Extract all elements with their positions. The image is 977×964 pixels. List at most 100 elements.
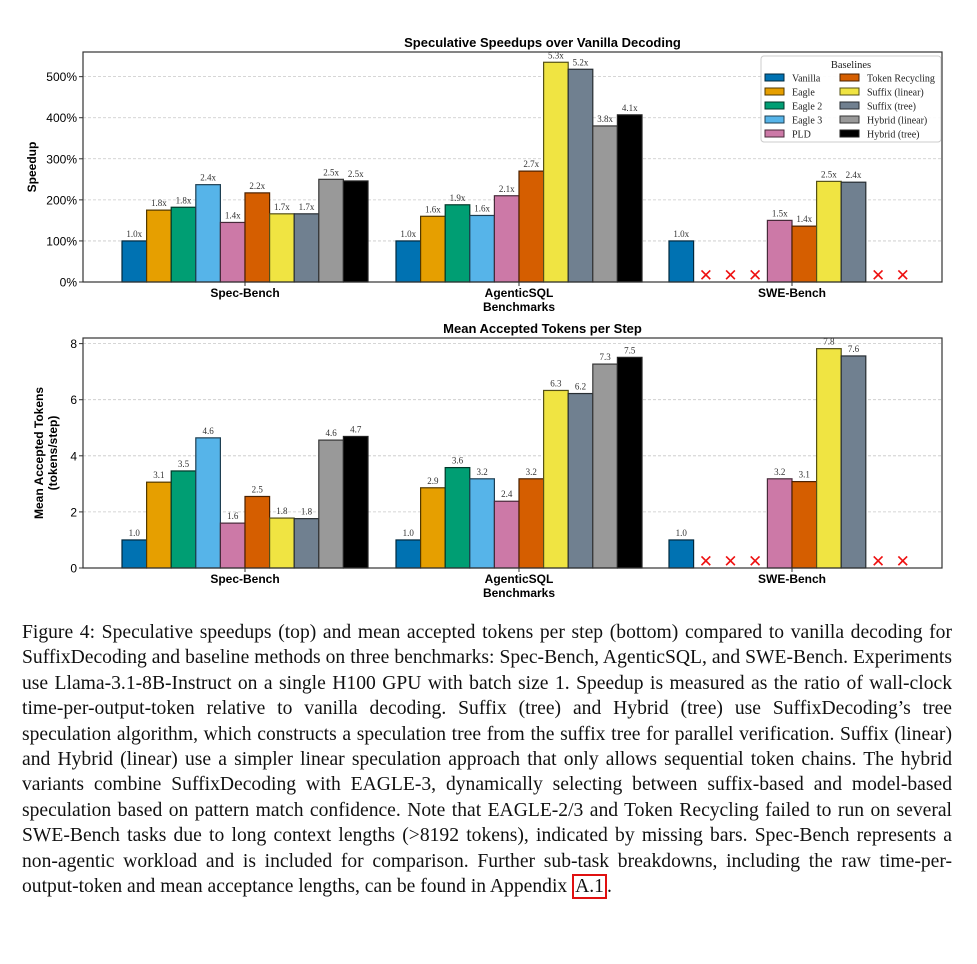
bar-value-label: 2.4	[501, 489, 513, 499]
legend-label: Eagle 3	[792, 116, 822, 127]
bar-suffix-linear-	[815, 180, 842, 283]
bar-value-label: 1.0x	[400, 229, 416, 239]
bar-token-recycling	[244, 192, 271, 283]
bar-eagle	[146, 481, 172, 569]
bar-value-label: 1.4x	[225, 210, 241, 220]
bar-suffix-tree-	[567, 392, 594, 569]
bar-vanilla	[121, 240, 148, 283]
chart-title: Mean Accepted Tokens per Step	[443, 321, 642, 336]
bar-suffix-tree-	[840, 181, 867, 283]
bar-eagle-2	[170, 206, 197, 283]
bar-value-label: 2.5x	[348, 169, 364, 179]
y-tick-label: 500%	[46, 70, 77, 84]
bar-value-label: 1.7x	[299, 202, 315, 212]
bar-value-label: 2.5x	[821, 169, 837, 179]
missing-bar-marker: ✕	[723, 266, 737, 286]
figure: Speculative Speedups over Vanilla Decodi…	[25, 35, 943, 600]
bar-value-label: 1.0	[129, 528, 141, 538]
legend-swatch	[764, 87, 785, 96]
speedup-chart: Speculative Speedups over Vanilla Decodi…	[25, 35, 943, 314]
bar-value-label: 1.6x	[425, 204, 441, 214]
y-tick-label: 100%	[46, 234, 77, 248]
missing-bar-marker: ✕	[723, 552, 737, 572]
bar-value-label: 3.8x	[597, 114, 613, 124]
missing-bar-marker: ✕	[871, 552, 885, 572]
bar-value-label: 3.2	[526, 467, 537, 477]
bar-vanilla	[668, 539, 695, 569]
bar-value-label: 6.2	[575, 382, 586, 392]
bar-value-label: 2.2x	[249, 181, 265, 191]
bar-suffix-tree-	[293, 213, 320, 283]
legend-label: Eagle	[792, 88, 815, 99]
legend-box	[760, 55, 942, 143]
legend-swatch	[764, 115, 785, 124]
bar-suffix-tree-	[567, 68, 594, 283]
bar-eagle-3	[469, 478, 495, 569]
bar-pld	[493, 195, 520, 283]
bar-value-label: 1.7x	[274, 202, 290, 212]
bar-eagle	[146, 209, 172, 283]
caption-text: Figure 4: Speculative speedups (top) and…	[22, 622, 952, 898]
bar-eagle-2	[444, 204, 471, 283]
bar-hybrid-tree-	[342, 435, 369, 569]
bar-value-label: 2.9	[427, 476, 439, 486]
bar-token-recycling	[518, 478, 545, 569]
bar-value-label: 2.7x	[523, 159, 539, 169]
bar-hybrid-linear-	[592, 125, 618, 283]
accepted-tokens-chart: Mean Accepted Tokens per Step 0 2 4 6 8 Mean A…	[32, 321, 943, 600]
bar-pld	[219, 221, 246, 283]
bar-value-label: 6.3	[550, 378, 562, 388]
bar-value-label: 5.2x	[573, 57, 589, 67]
bar-eagle	[420, 215, 446, 283]
appendix-link[interactable]: A.1	[572, 874, 607, 900]
bar-value-label: 3.1	[799, 470, 810, 480]
bar-token-recycling	[791, 225, 818, 283]
bar-value-label: 1.0x	[673, 229, 689, 239]
bar-value-label: 1.9x	[450, 193, 466, 203]
y-tick-label: 4	[70, 449, 77, 463]
bar-vanilla	[395, 240, 422, 283]
x-tick-label: SWE-Bench	[758, 572, 826, 586]
bar-pld	[493, 500, 520, 569]
bar-value-label: 2.4x	[846, 170, 862, 180]
bar-value-label: 4.6	[325, 428, 337, 438]
chart-title: Speculative Speedups over Vanilla Decodi…	[404, 35, 681, 50]
bar-token-recycling	[791, 481, 818, 569]
bar-eagle-2	[444, 466, 471, 569]
bar-value-label: 3.2	[476, 467, 487, 477]
missing-bar-marker: ✕	[699, 552, 713, 572]
bar-value-label: 3.5	[178, 459, 190, 469]
bar-pld	[766, 478, 793, 569]
bar-pld	[219, 522, 246, 569]
bar-token-recycling	[518, 170, 545, 283]
missing-bar-marker: ✕	[896, 552, 910, 572]
bar-hybrid-tree-	[342, 180, 369, 283]
bar-value-label: 1.8x	[151, 198, 167, 208]
bar-value-label: 2.1x	[499, 184, 515, 194]
bar-value-label: 1.0	[403, 528, 415, 538]
missing-bar-marker: ✕	[871, 266, 885, 286]
bar-value-label: 7.8	[823, 337, 835, 347]
bar-pld	[766, 219, 793, 283]
x-axis-label: Benchmarks	[483, 586, 555, 600]
bar-value-label: 1.0x	[126, 229, 142, 239]
x-axis-label: Benchmarks	[483, 300, 555, 314]
bar-suffix-linear-	[269, 213, 295, 283]
x-tick-label: Spec-Bench	[210, 286, 279, 300]
legend-swatch	[764, 101, 785, 110]
bar-value-label: 1.6	[227, 511, 239, 521]
bar-hybrid-tree-	[616, 114, 643, 283]
legend-swatch	[764, 129, 785, 138]
bar-eagle-2	[170, 470, 197, 569]
bar-value-label: 1.8x	[176, 195, 192, 205]
y-tick-label: 400%	[46, 111, 77, 125]
bar-vanilla	[121, 539, 148, 569]
legend-label: Vanilla	[792, 74, 821, 85]
y-tick-label: 8	[70, 337, 77, 351]
legend-swatch	[839, 101, 860, 110]
missing-bar-marker: ✕	[699, 266, 713, 286]
bar-value-label: 5.3x	[548, 50, 564, 60]
legend-label: Eagle 2	[792, 102, 822, 113]
bar-eagle-3	[469, 214, 495, 283]
bar-value-label: 7.3	[599, 352, 611, 362]
